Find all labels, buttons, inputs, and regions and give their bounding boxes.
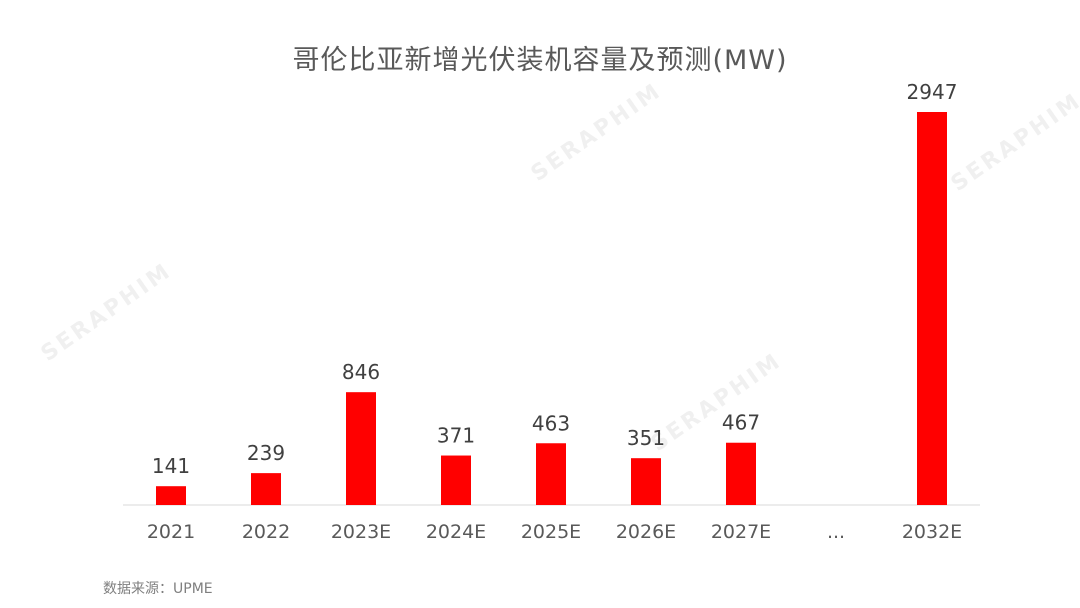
- x-tick-label-4: 2025E: [521, 521, 581, 543]
- x-tick-label-8: 2032E: [902, 521, 962, 543]
- data-label-2025E: 463: [532, 411, 570, 435]
- data-label-2021: 141: [152, 454, 190, 478]
- x-tick-label-7: ...: [827, 521, 845, 543]
- source-note: 数据来源：UPME: [103, 581, 213, 597]
- chart-title: 哥伦比亚新增光伏装机容量及预测(MW): [292, 45, 788, 76]
- data-label-2032E: 2947: [907, 80, 958, 104]
- data-label-2024E: 371: [437, 424, 475, 448]
- bar-2024E: [441, 455, 471, 505]
- bar-2032E: [917, 112, 947, 505]
- bar-2025E: [536, 443, 566, 505]
- bar-2022: [251, 473, 281, 505]
- bar-2026E: [631, 458, 661, 505]
- x-tick-label-1: 2022: [242, 521, 290, 543]
- bar-2023E: [346, 392, 376, 505]
- x-tick-label-2: 2023E: [331, 521, 391, 543]
- x-tick-label-6: 2027E: [711, 521, 771, 543]
- data-label-2027E: 467: [722, 411, 760, 435]
- x-tick-label-0: 2021: [147, 521, 195, 543]
- data-label-2026E: 351: [627, 426, 665, 450]
- x-tick-label-3: 2024E: [426, 521, 486, 543]
- bar-2021: [156, 486, 186, 505]
- x-tick-label-5: 2026E: [616, 521, 676, 543]
- bar-2027E: [726, 442, 756, 505]
- data-label-2022: 239: [247, 441, 285, 465]
- data-label-2023E: 846: [342, 360, 380, 384]
